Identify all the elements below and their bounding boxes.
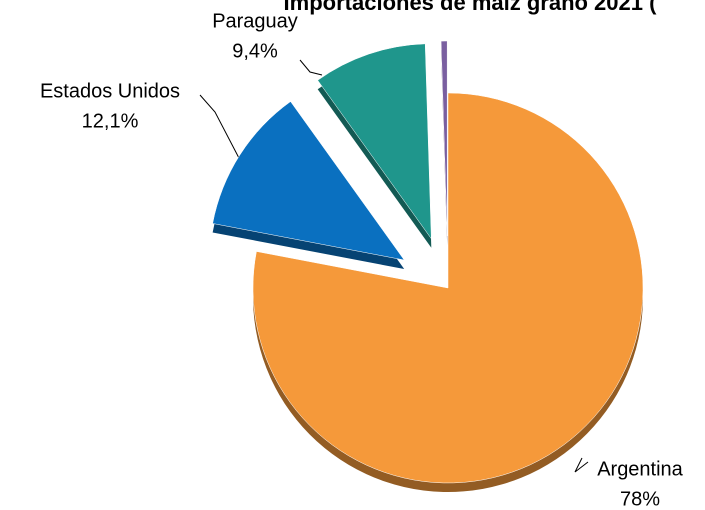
slice [440,40,448,237]
slice-label: Argentina [597,458,683,480]
slice-value: 78% [620,488,660,510]
slice [212,101,405,261]
leader-line [299,59,323,76]
slice [252,92,644,484]
leader-line [199,94,241,161]
slice [317,43,432,240]
slice-label: Estados Unidos [40,80,180,102]
slice-value: 9,4% [232,40,278,62]
leader-line [574,457,589,473]
slice-label: Paraguay [212,10,298,32]
chart-title: Importaciones de maíz grano 2021 ( [284,0,658,15]
slice-value: 12,1% [82,110,139,132]
